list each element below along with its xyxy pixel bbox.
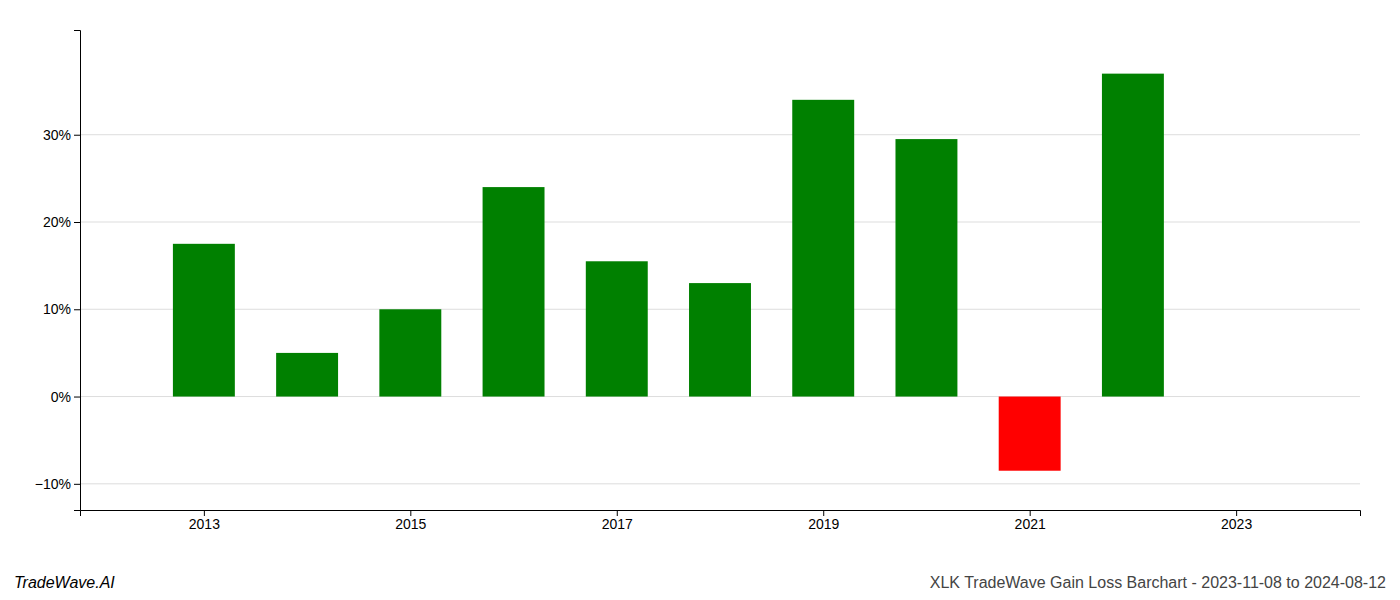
bar	[379, 309, 441, 396]
bar	[792, 100, 854, 397]
grid-line	[80, 134, 1360, 135]
y-axis: −10% 0% 10% 20% 30%	[35, 31, 81, 511]
tick-label: −10%	[35, 476, 71, 492]
tick-mark	[74, 222, 80, 223]
tick-label: 0%	[51, 389, 71, 405]
bars	[173, 74, 1164, 471]
title: XLK TradeWave Gain Loss Barchart - 2023-…	[930, 574, 1386, 591]
annotation: TradeWave.AI	[14, 574, 115, 591]
tick-label: 2023	[1221, 516, 1252, 532]
tick: 2017	[602, 510, 633, 532]
tick: 2023	[1221, 510, 1252, 532]
grid-line	[80, 483, 1360, 484]
bar	[173, 244, 235, 397]
tick-mark	[74, 309, 80, 310]
chart: −10% 0% 10% 20% 30% 2013 2015 2017 2019 2021 2023 T…	[0, 0, 1400, 600]
x-axis: 2013 2015 2017 2019 2021 2023	[81, 510, 1361, 532]
tick-label: 10%	[43, 301, 71, 317]
tick: 0%	[51, 389, 80, 405]
tick: 2015	[395, 510, 426, 532]
tick-label: 2015	[395, 516, 426, 532]
tick-label: 30%	[43, 127, 71, 143]
tick-label: 20%	[43, 214, 71, 230]
tick: 2019	[808, 510, 839, 532]
tick: 30%	[43, 127, 80, 143]
tick-label: 2021	[1015, 516, 1046, 532]
bar	[895, 139, 957, 396]
tick: 20%	[43, 214, 80, 230]
bar	[689, 283, 751, 396]
axis-line	[81, 511, 1361, 517]
tick-label: 2019	[808, 516, 839, 532]
bar	[483, 187, 545, 396]
axis-line	[74, 31, 81, 511]
tick-label: 2013	[189, 516, 220, 532]
tick: −10%	[35, 476, 80, 492]
tick: 10%	[43, 301, 80, 317]
tick: 2013	[189, 510, 220, 532]
tick: 2021	[1015, 510, 1046, 532]
bar	[586, 261, 648, 396]
tick-mark	[74, 397, 80, 398]
grid-line	[80, 222, 1360, 223]
bar	[276, 353, 338, 397]
plot: −10% 0% 10% 20% 30% 2013 2015 2017 2019 2021 2023	[35, 31, 1361, 532]
bar	[1102, 74, 1164, 397]
tick-mark	[74, 484, 80, 485]
grid	[80, 135, 1360, 484]
tick-label: 2017	[602, 516, 633, 532]
bar	[999, 397, 1061, 471]
tick-mark	[74, 135, 80, 136]
